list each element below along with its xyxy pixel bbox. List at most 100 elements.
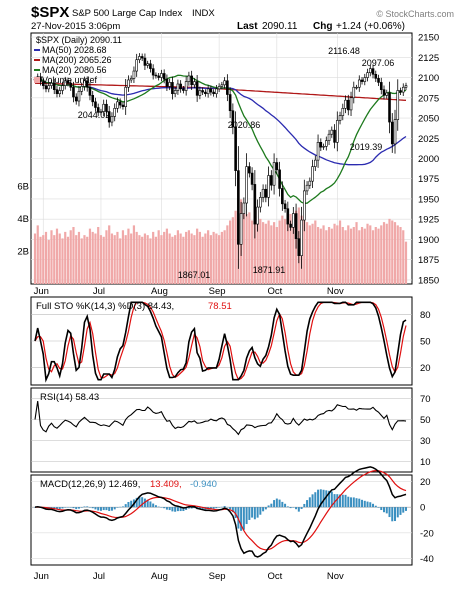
candle-body [154, 74, 158, 77]
candle-body [228, 94, 232, 112]
volume-bar [242, 209, 245, 284]
candle-body [294, 213, 298, 239]
volume-bar [143, 233, 147, 284]
candle-body [121, 104, 125, 107]
volume-bar [396, 225, 399, 284]
volume-bar [322, 225, 325, 284]
volume-bar [336, 225, 339, 284]
candle-body [325, 140, 328, 147]
volume-bar [286, 217, 289, 284]
volume-bar [127, 228, 130, 284]
rsi-tick-label: 30 [420, 436, 431, 447]
volume-bar [303, 218, 306, 284]
macd-hist-bar [209, 507, 212, 509]
candle-body [250, 172, 254, 185]
legend-volume: Volume undef [42, 75, 98, 85]
macd-hist-bar [113, 507, 116, 510]
volume-bar [163, 231, 166, 284]
bottom-month-label: Sep [209, 571, 226, 582]
volume-bar [352, 227, 355, 284]
volume-bar [264, 223, 267, 284]
macd-tick-label: -20 [420, 528, 434, 539]
macd-label: MACD(12,26,9) 12.469, [40, 479, 140, 490]
macd-hist-bar [405, 507, 407, 511]
macd-hist-bar [295, 507, 298, 510]
candle-body [220, 84, 224, 87]
sto-tick-label: 50 [420, 337, 431, 348]
candle-body [382, 89, 386, 96]
macd-hist-bar [212, 507, 215, 509]
macd-hist-bar [88, 507, 91, 508]
volume-bar [283, 218, 287, 284]
volume-bar [308, 225, 311, 284]
candle-body [316, 142, 320, 161]
macd-hist-bar [135, 497, 138, 508]
volume-bar [80, 238, 83, 284]
volume-bar [138, 235, 141, 284]
volume-bar [358, 230, 361, 284]
candle-body [357, 79, 361, 88]
macd-hist-bar [110, 507, 113, 511]
volume-bar [121, 230, 125, 284]
price-annotation: 2020.86 [228, 120, 261, 130]
candle-body [368, 68, 372, 73]
last-value: 2090.11 [262, 21, 298, 32]
macd-hist-bar [339, 494, 342, 508]
macd-hist-bar [278, 499, 281, 508]
volume-bar [83, 235, 86, 284]
candle-body [346, 99, 350, 111]
macd-hist-bar [220, 506, 223, 508]
macd-hist-bar [121, 506, 124, 508]
macd-hist-bar [152, 503, 155, 508]
macd-hist-bar [91, 507, 94, 509]
candle-body [239, 213, 243, 245]
candle-body [377, 78, 380, 83]
macd-hist-bar [388, 507, 391, 518]
macd-hist-bar [308, 497, 311, 508]
candle-body [195, 81, 199, 96]
volume-bar [385, 223, 388, 284]
candle-body [129, 78, 133, 81]
candle-body [248, 166, 251, 174]
candle-body [50, 82, 53, 86]
volume-bar [366, 223, 369, 284]
macd-hist-bar [108, 507, 111, 511]
rsi-tick-label: 70 [420, 394, 431, 405]
volume-bar [270, 225, 273, 284]
macd-hist-bar [69, 507, 72, 508]
macd-hist-bar [174, 507, 177, 512]
macd-hist-bar [165, 507, 168, 510]
macd-hist-bar [259, 507, 262, 515]
candle-body [124, 86, 127, 107]
volume-bar [220, 231, 223, 284]
volume-bar [363, 228, 366, 284]
volume-bar [39, 236, 42, 284]
macd-hist-bar [198, 507, 201, 510]
bottom-month-label: Aug [151, 571, 168, 582]
candle-body [278, 169, 281, 189]
macd-hist-bar [215, 507, 218, 509]
macd-hist-bar [116, 507, 119, 508]
candle-body [165, 78, 169, 87]
macd-hist-bar [297, 507, 300, 512]
candle-body [52, 82, 56, 90]
volume-bar [272, 222, 276, 284]
volume-bar [174, 235, 177, 284]
macd-hist-bar [286, 506, 289, 508]
top-month-label: Jun [34, 286, 49, 297]
price-tick-label: 1850 [418, 275, 439, 286]
macd-panel [30, 474, 413, 566]
candle-body [338, 115, 342, 121]
macd-hist-bar [281, 501, 284, 508]
volume-bar [316, 227, 320, 284]
volume-bar [212, 231, 215, 284]
volume-bar [281, 215, 284, 284]
candle-body [171, 82, 174, 95]
candle-body [245, 166, 248, 204]
volume-bar [256, 215, 259, 284]
volume-bar [369, 225, 372, 284]
macd-hist-bar [292, 507, 295, 508]
volume-bar [267, 220, 270, 284]
macd-hist-bar [273, 500, 276, 508]
